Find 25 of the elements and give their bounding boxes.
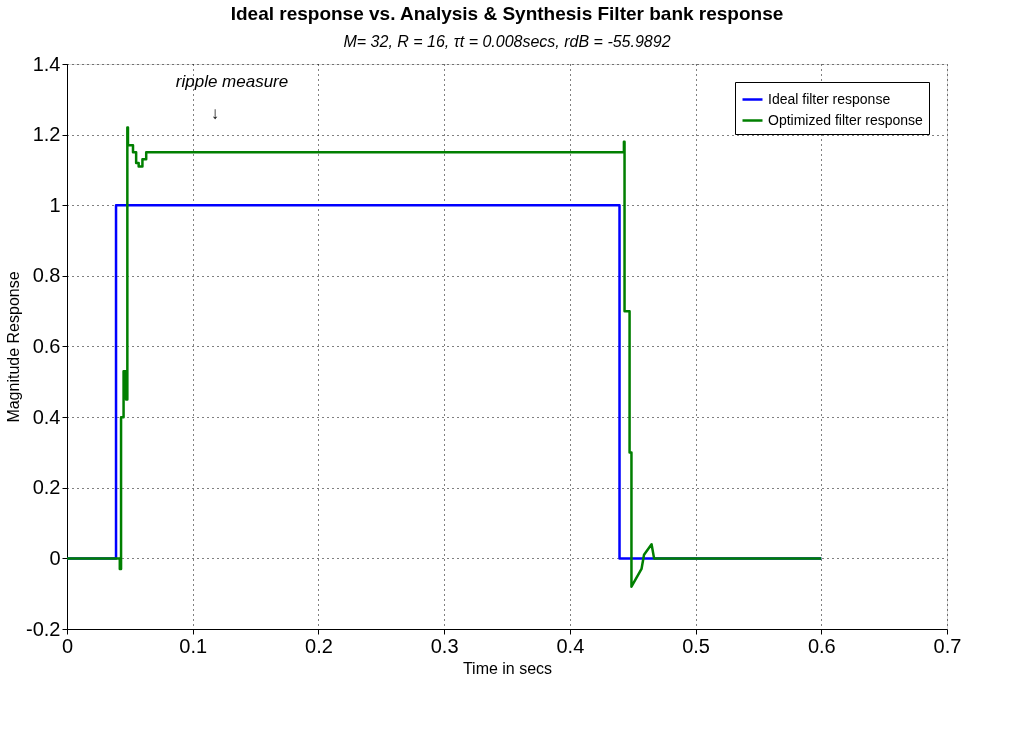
y-tick-label: 1.2 (32, 123, 61, 146)
legend-label: Optimized filter response (768, 111, 924, 128)
y-tick-label: 0.6 (32, 335, 61, 357)
y-tick-label: 1.4 (32, 52, 61, 75)
y-tick-label: -0.2 (26, 617, 61, 640)
annotation: ripple measure (175, 72, 289, 91)
x-tick-label: 0.3 (430, 634, 459, 657)
chart-title: Ideal response vs. Analysis & Synthesis Filter bank response (230, 3, 784, 24)
y-tick-label: 0 (49, 546, 61, 569)
line-series (67, 126, 823, 588)
x-tick-label: 0.1 (179, 634, 208, 657)
y-tick-label: 1 (49, 193, 61, 216)
x-tick-label: 0.2 (305, 634, 333, 657)
legend-label: Ideal filter response (768, 90, 891, 107)
y-tick-label: 0.8 (32, 264, 61, 287)
x-axis-title: Time in secs (462, 659, 553, 677)
chart-subtitle: M= 32, R = 16, τt = 0.008secs, rdB = -55.9892 (343, 33, 671, 50)
x-tick-label: 0.5 (682, 634, 710, 657)
y-tick-label: 0.2 (32, 476, 61, 499)
x-tick-label: 0.7 (933, 634, 962, 657)
x-tick-label: 0.4 (556, 634, 585, 657)
annotation: ↓ (210, 104, 220, 123)
y-axis-title: Magnitude Response (5, 271, 23, 423)
y-tick-label: 0.4 (32, 405, 61, 428)
x-tick-label: 0.6 (807, 634, 836, 657)
